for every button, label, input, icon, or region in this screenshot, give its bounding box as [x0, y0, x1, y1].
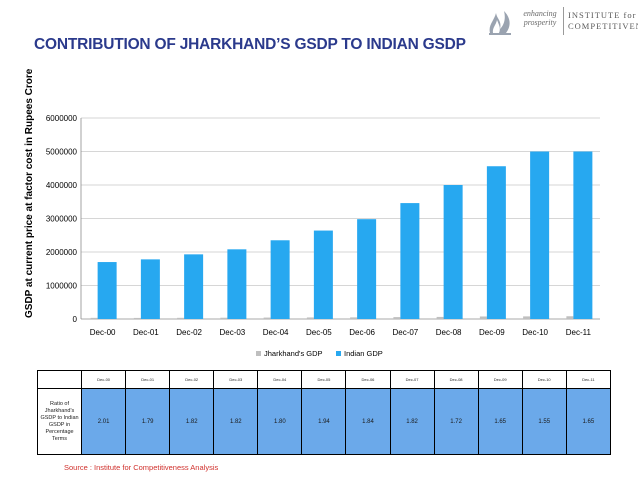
bar-jharkhand-gdp: [566, 316, 574, 319]
ratio-header-cell: Dec-06: [345, 370, 391, 389]
x-tick-label: Dec-11: [566, 328, 592, 337]
bar-jharkhand-gdp: [263, 317, 271, 319]
logo-tagline-line2: prosperity: [523, 18, 557, 27]
logo-divider: [563, 7, 564, 35]
x-tick-label: Dec-03: [219, 328, 245, 337]
bar-indian-gdp: [97, 262, 117, 319]
ratio-header-cell: Dec-09: [477, 370, 523, 389]
ratio-header-cell: Dec-00: [81, 370, 127, 389]
ratio-value-cell: 1.82: [389, 388, 435, 455]
y-tick-label: 5000000: [46, 148, 78, 157]
logo-name: INSTITUTE for COMPETITIVENESS: [568, 10, 638, 32]
bar-indian-gdp: [270, 240, 290, 319]
ratio-header-cell: Dec-05: [301, 370, 347, 389]
ratio-value-cell: 1.55: [521, 388, 567, 455]
x-tick-label: Dec-07: [392, 328, 418, 337]
bar-indian-gdp: [530, 151, 550, 319]
source-note: Source : Institute for Competitiveness A…: [64, 463, 219, 472]
bar-indian-gdp: [443, 185, 463, 319]
bar-indian-gdp: [313, 230, 333, 319]
bar-jharkhand-gdp: [479, 316, 487, 319]
ratio-value-cell: 1.79: [125, 388, 171, 455]
bar-indian-gdp: [400, 203, 420, 319]
x-tick-label: Dec-08: [436, 328, 462, 337]
x-tick-label: Dec-10: [522, 328, 548, 337]
ratio-row-label: Ratio of Jharkhand's GSDP to Indian GSDP…: [36, 388, 83, 455]
ratio-value-cell: 1.65: [565, 388, 612, 455]
bar-indian-gdp: [357, 219, 377, 319]
legend-label: Indian GDP: [344, 349, 383, 358]
ratio-value-cell: 2.01: [81, 388, 127, 455]
ratio-value-cell: 1.65: [477, 388, 523, 455]
ratio-header-cell: Dec-04: [257, 370, 303, 389]
x-tick-label: Dec-04: [263, 328, 289, 337]
ratio-value-cell: 1.84: [345, 388, 391, 455]
x-tick-label: Dec-02: [176, 328, 202, 337]
x-tick-label: Dec-01: [133, 328, 159, 337]
y-tick-label: 2000000: [46, 248, 78, 257]
x-tick-label: Dec-06: [349, 328, 375, 337]
logo-tagline-line1: enhancing: [523, 9, 557, 18]
logo-tagline: enhancing prosperity: [520, 9, 560, 27]
slide-title: CONTRIBUTION OF JHARKHAND’S GSDP TO INDI…: [34, 36, 466, 53]
ratio-header-cell: Dec-11: [565, 370, 612, 389]
x-tick-label: Dec-05: [306, 328, 332, 337]
bar-jharkhand-gdp: [436, 316, 444, 319]
ratio-header-cell: Dec-01: [125, 370, 171, 389]
flame-emblem-icon: [489, 11, 511, 35]
ratio-header-cell: Dec-03: [213, 370, 259, 389]
ratio-header-cell: Dec-07: [389, 370, 435, 389]
bar-jharkhand-gdp: [90, 317, 98, 319]
y-tick-label: 0: [73, 315, 78, 324]
bar-indian-gdp: [227, 249, 247, 319]
bar-indian-gdp: [184, 254, 204, 319]
ratio-value-cell: 1.80: [257, 388, 303, 455]
ratio-header-cell: Dec-10: [521, 370, 567, 389]
bar-jharkhand-gdp: [523, 316, 531, 319]
y-tick-label: 1000000: [46, 282, 78, 291]
logo-name-line1: INSTITUTE for: [568, 10, 637, 20]
ratio-value-cell: 1.82: [169, 388, 215, 455]
ratio-header-cell: Dec-08: [433, 370, 479, 389]
ratio-value-cell: 1.82: [213, 388, 259, 455]
ratio-table: Dec-00 Dec-01 Dec-02 Dec-03 Dec-04 Dec-05 Dec-…: [36, 370, 612, 455]
x-tick-label: Dec-09: [479, 328, 505, 337]
logo-name-line2: COMPETITIVENESS: [568, 21, 638, 31]
y-tick-label: 3000000: [46, 215, 78, 224]
x-tick-label: Dec-00: [90, 328, 116, 337]
bar-jharkhand-gdp: [133, 317, 141, 319]
legend-swatch: [256, 351, 261, 356]
bar-indian-gdp: [486, 166, 506, 319]
bar-jharkhand-gdp: [220, 317, 228, 319]
y-tick-label: 6000000: [46, 114, 78, 123]
legend-swatch: [336, 351, 341, 356]
bar-jharkhand-gdp: [177, 317, 185, 319]
ratio-header-cell: Dec-02: [169, 370, 215, 389]
ratio-value-cell: 1.94: [301, 388, 347, 455]
ratio-table-corner: [36, 370, 83, 389]
bar-jharkhand-gdp: [306, 317, 314, 319]
bar-indian-gdp: [140, 259, 160, 319]
bar-indian-gdp: [573, 151, 593, 319]
y-tick-label: 4000000: [46, 181, 78, 190]
institute-logo: enhancing prosperity INSTITUTE for COMPE…: [484, 3, 638, 41]
legend-label: Jharkhand's GDP: [264, 349, 323, 358]
ratio-value-cell: 1.72: [433, 388, 479, 455]
bar-jharkhand-gdp: [350, 317, 358, 319]
gsdp-bar-chart: 0 1000000 2000000 3000000 4000000 5000000 6000…: [46, 114, 600, 358]
bar-jharkhand-gdp: [393, 317, 401, 319]
